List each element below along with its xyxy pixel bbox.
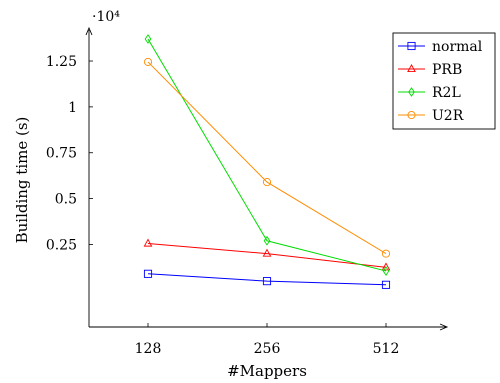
ticks: 0.25 0.5 0.75 1 1.25 128 256 512 [46, 54, 400, 357]
data-point-r2l [263, 235, 271, 246]
legend-marker-prb [407, 63, 416, 73]
data-point-r2l [382, 266, 390, 276]
data-point-normal [262, 277, 272, 286]
y-tick-label: 0.75 [46, 146, 77, 162]
y-tick-label: 0.5 [55, 192, 77, 208]
legend-marker-r2l [408, 87, 415, 97]
data-point-prb [381, 262, 391, 271]
data-point-normal [381, 280, 391, 289]
series-line-u2r [147, 61, 387, 255]
y-tick-label: 1.25 [46, 54, 77, 70]
x-tick-label: 512 [373, 341, 400, 357]
data-point-r2l [144, 34, 152, 44]
legend-marker-normal [407, 41, 416, 51]
y-scale-multiplier: ·10⁴ [92, 9, 120, 25]
x-tick-label: 256 [254, 341, 281, 357]
series-line-prb [147, 243, 387, 268]
y-tick-label: 0.25 [46, 237, 77, 253]
data-point-normal [143, 269, 153, 278]
legend-marker-u2r [407, 110, 416, 120]
series-line-normal [147, 273, 387, 286]
series-group [143, 34, 391, 289]
data-point-prb [143, 238, 153, 247]
y-axis-arrow [85, 26, 93, 36]
y-axis-label: Building time (s) [13, 117, 31, 244]
data-point-prb [262, 248, 272, 257]
series-line-r2l [147, 38, 387, 272]
data-point-u2r [381, 249, 391, 258]
legend-label-r2l: R2L [432, 85, 461, 101]
legend: normal PRB R2L U2R [392, 32, 496, 130]
x-tick-label: 128 [135, 341, 162, 357]
legend-box [392, 32, 496, 130]
x-axis-arrow [439, 323, 449, 331]
x-axis-label: #Mappers [227, 362, 307, 380]
data-point-u2r [143, 57, 153, 66]
legend-label-u2r: U2R [432, 108, 464, 124]
y-tick-label: 1 [68, 100, 77, 116]
legend-label-prb: PRB [432, 62, 462, 78]
data-point-u2r [262, 178, 272, 187]
axes [85, 26, 449, 331]
legend-label-normal: normal [432, 39, 483, 55]
